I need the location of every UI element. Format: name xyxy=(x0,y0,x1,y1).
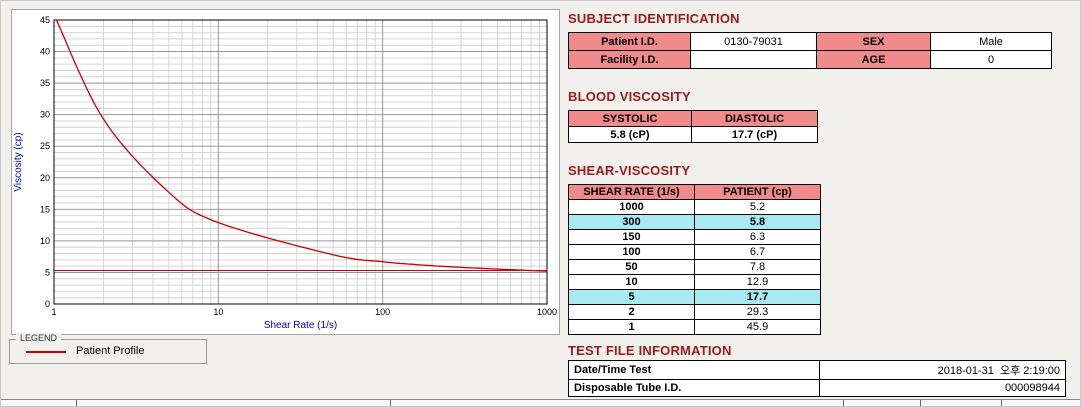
grid-cell xyxy=(391,400,844,406)
subject-identification-table: Patient I.D. 0130-79031 SEX Male Facilit… xyxy=(568,32,1052,69)
disposable-tube-id-label: Disposable Tube I.D. xyxy=(567,379,821,397)
patient-viscosity-cell: 45.9 xyxy=(694,319,821,335)
shear-row: 2 29.3 xyxy=(568,304,821,320)
date-time-test-label: Date/Time Test xyxy=(567,360,821,380)
shear-row: 10 12.9 xyxy=(568,274,821,290)
shear-rate-cell: 150 xyxy=(568,229,695,245)
shear-viscosity-title: SHEAR-VISCOSITY xyxy=(568,163,691,178)
blood-viscosity-table: SYSTOLIC DIASTOLIC 5.8 (cP) 17.7 (cP) xyxy=(568,110,818,143)
svg-text:25: 25 xyxy=(40,141,50,151)
sex-label: SEX xyxy=(816,32,931,51)
grid-cell xyxy=(844,400,921,406)
shear-row: 1000 5.2 xyxy=(568,199,821,215)
diastolic-value: 17.7 (cP) xyxy=(691,126,818,143)
test-file-information-title: TEST FILE INFORMATION xyxy=(568,343,732,358)
shear-viscosity-section: SHEAR-VISCOSITY SHEAR RATE (1/s) PATIENT… xyxy=(568,163,1068,335)
shear-rate-cell: 10 xyxy=(568,274,695,290)
patient-id-label: Patient I.D. xyxy=(568,32,691,51)
table-header-row: SHEAR RATE (1/s) PATIENT (cp) xyxy=(568,184,821,200)
shear-row: 300 5.8 xyxy=(568,214,821,230)
age-value: 0 xyxy=(930,50,1052,69)
shear-rate-cell: 1 xyxy=(568,319,695,335)
age-label: AGE xyxy=(816,50,931,69)
patient-viscosity-cell: 7.8 xyxy=(694,259,821,275)
facility-id-value xyxy=(690,50,817,69)
shear-rate-cell: 2 xyxy=(568,304,695,320)
svg-text:5: 5 xyxy=(45,267,50,277)
patient-viscosity-cell: 12.9 xyxy=(694,274,821,290)
shear-row: 150 6.3 xyxy=(568,229,821,245)
svg-text:1000: 1000 xyxy=(537,307,557,317)
table-row: Date/Time Test 2018-01-31 오후 2:19:00 xyxy=(567,360,1066,380)
sex-value: Male xyxy=(930,32,1052,51)
table-row: 5.8 (cP) 17.7 (cP) xyxy=(568,126,818,143)
date-time-test-value: 2018-01-31 오후 2:19:00 xyxy=(819,360,1066,380)
test-file-information-table: Date/Time Test 2018-01-31 오후 2:19:00 Dis… xyxy=(567,360,1066,397)
systolic-value: 5.8 (cP) xyxy=(568,126,692,143)
svg-text:35: 35 xyxy=(40,78,50,88)
patient-header: PATIENT (cp) xyxy=(694,184,821,200)
svg-text:Shear Rate (1/s): Shear Rate (1/s) xyxy=(264,320,337,331)
shear-rate-header: SHEAR RATE (1/s) xyxy=(568,184,695,200)
svg-text:10: 10 xyxy=(40,236,50,246)
svg-text:1: 1 xyxy=(51,307,56,317)
subject-identification-section: SUBJECT IDENTIFICATION Patient I.D. 0130… xyxy=(568,11,1068,69)
legend-line-swatch xyxy=(26,351,66,353)
table-row: Facility I.D. AGE 0 xyxy=(568,50,1052,69)
shear-rate-cell: 1000 xyxy=(568,199,695,215)
subject-identification-title: SUBJECT IDENTIFICATION xyxy=(568,11,740,26)
svg-text:40: 40 xyxy=(40,47,50,57)
svg-text:0: 0 xyxy=(45,299,50,309)
svg-text:30: 30 xyxy=(40,110,50,120)
legend-caption: LEGEND xyxy=(16,333,62,343)
svg-text:Viscosity (cp): Viscosity (cp) xyxy=(13,132,24,191)
svg-text:15: 15 xyxy=(40,204,50,214)
report-panel: SUBJECT IDENTIFICATION Patient I.D. 0130… xyxy=(567,11,1068,401)
bottom-grid-strip xyxy=(1,399,1080,406)
patient-id-value: 0130-79031 xyxy=(690,32,817,51)
patient-viscosity-cell: 5.8 xyxy=(694,214,821,230)
test-file-information-section: TEST FILE INFORMATION Date/Time Test 201… xyxy=(567,343,1066,397)
patient-viscosity-cell: 6.7 xyxy=(694,244,821,260)
svg-text:10: 10 xyxy=(213,307,223,317)
viscosity-chart: 0 5 10 15 20 25 30 35 40 45 1 10 100 1000 Shear Rate (… xyxy=(13,15,557,331)
shear-rate-cell: 50 xyxy=(568,259,695,275)
shear-row: 100 6.7 xyxy=(568,244,821,260)
grid-cell xyxy=(77,400,391,406)
systolic-header: SYSTOLIC xyxy=(568,110,692,127)
blood-viscosity-title: BLOOD VISCOSITY xyxy=(568,89,691,104)
legend-box: LEGEND Patient Profile xyxy=(9,333,207,364)
table-row: Disposable Tube I.D. 000098944 xyxy=(567,379,1066,397)
svg-text:45: 45 xyxy=(40,15,50,25)
patient-viscosity-cell: 17.7 xyxy=(694,289,821,305)
chart-panel: 0 5 10 15 20 25 30 35 40 45 1 10 100 1000 Shear Rate (… xyxy=(11,9,560,335)
svg-text:100: 100 xyxy=(375,307,390,317)
shear-rate-cell: 5 xyxy=(568,289,695,305)
svg-text:20: 20 xyxy=(40,173,50,183)
table-row: SYSTOLIC DIASTOLIC xyxy=(568,110,818,127)
shear-row: 1 45.9 xyxy=(568,319,821,335)
blood-viscosity-section: BLOOD VISCOSITY SYSTOLIC DIASTOLIC 5.8 (… xyxy=(568,89,1068,143)
facility-id-label: Facility I.D. xyxy=(568,50,691,69)
patient-viscosity-cell: 5.2 xyxy=(694,199,821,215)
shear-row: 50 7.8 xyxy=(568,259,821,275)
disposable-tube-id-value: 000098944 xyxy=(819,379,1066,397)
shear-rate-cell: 300 xyxy=(568,214,695,230)
shear-viscosity-table: SHEAR RATE (1/s) PATIENT (cp) 1000 5.2 300… xyxy=(568,184,821,335)
patient-viscosity-cell: 6.3 xyxy=(694,229,821,245)
table-row: Patient I.D. 0130-79031 SEX Male xyxy=(568,32,1052,51)
legend-series-label: Patient Profile xyxy=(76,345,145,357)
patient-viscosity-cell: 29.3 xyxy=(694,304,821,320)
grid-cell xyxy=(1,400,77,406)
grid-cell xyxy=(1002,400,1080,406)
diastolic-header: DIASTOLIC xyxy=(691,110,818,127)
shear-rate-cell: 100 xyxy=(568,244,695,260)
shear-row: 5 17.7 xyxy=(568,289,821,305)
grid-cell xyxy=(921,400,1002,406)
